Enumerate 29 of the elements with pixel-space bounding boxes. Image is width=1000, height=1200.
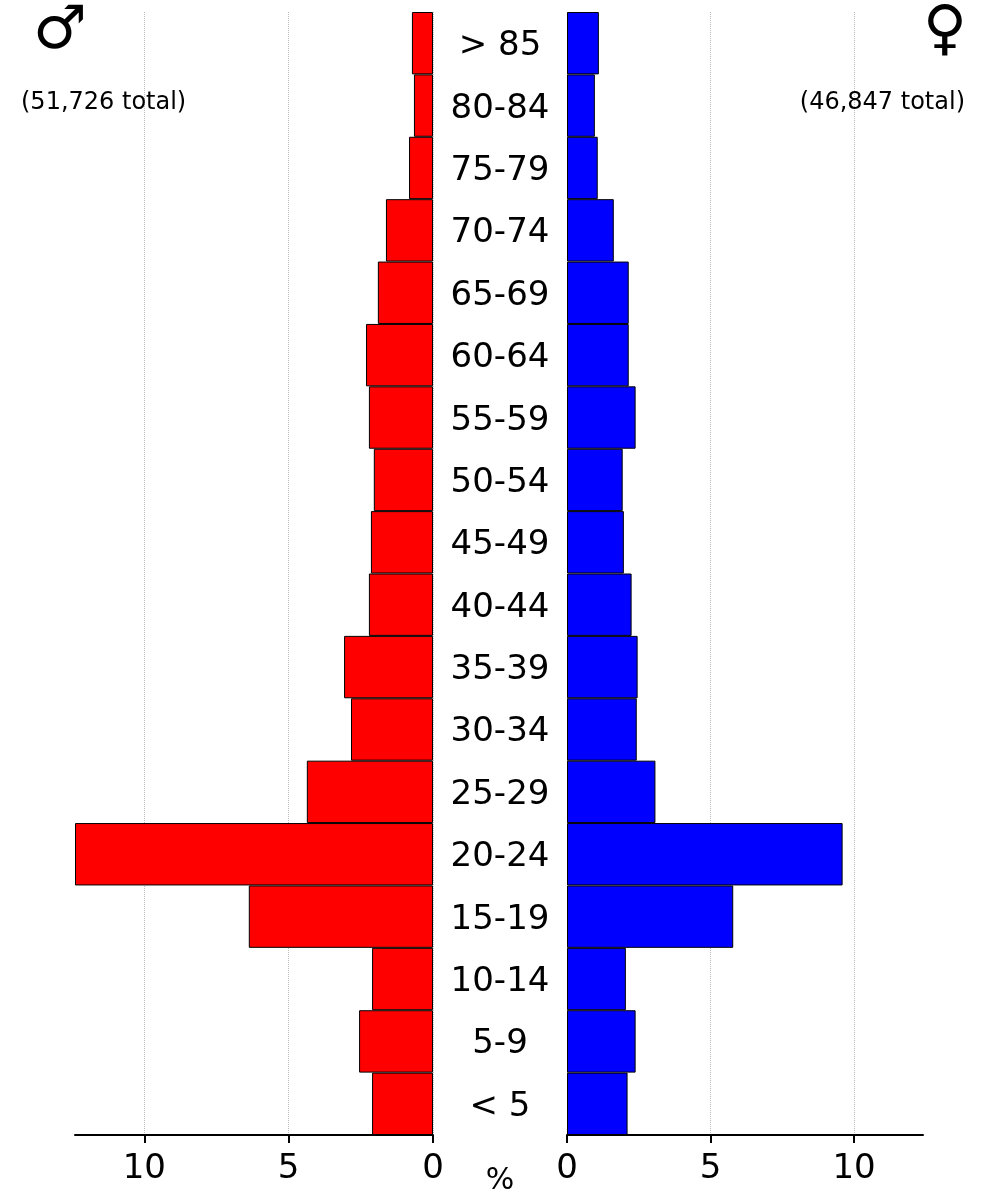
y-tick-label: 70-74 [450,210,550,251]
y-tick-label: 20-24 [450,834,550,875]
x-tick-label: 10 [832,1146,876,1186]
y-tick-label: 25-29 [450,771,550,812]
y-tick-label: 75-79 [450,147,550,188]
y-tick-label: > 85 [458,23,542,64]
text: (46,847 total) [799,87,966,115]
chart-title: ♀ [923,0,968,62]
y-tick-label: 45-49 [450,522,550,563]
y-tick-label: 50-54 [450,459,550,500]
y-tick-label: 10-14 [450,959,550,1000]
y-tick-label: 55-59 [450,397,550,438]
y-tick-label: 80-84 [450,85,550,126]
chart-title: ♂ [33,0,87,62]
y-tick-label: 35-39 [450,647,550,688]
y-tick-label: 30-34 [450,709,550,750]
y-tick-label: 15-19 [450,896,550,937]
y-tick-label: < 5 [469,1083,531,1124]
x-tick-label: 5 [277,1146,300,1186]
x-tick-label: 5 [699,1146,722,1186]
y-tick-label: 60-64 [450,335,550,376]
x-tick-label: 10 [122,1146,166,1186]
y-tick-label: 40-44 [450,584,550,625]
x-tick-label: 0 [556,1146,578,1186]
x-axis-title: % [485,1160,515,1196]
y-tick-label: 5-9 [472,1021,528,1062]
y-tick-label: 65-69 [450,272,550,313]
x-tick-label: 0 [422,1146,444,1186]
text: (51,726 total) [21,87,187,115]
